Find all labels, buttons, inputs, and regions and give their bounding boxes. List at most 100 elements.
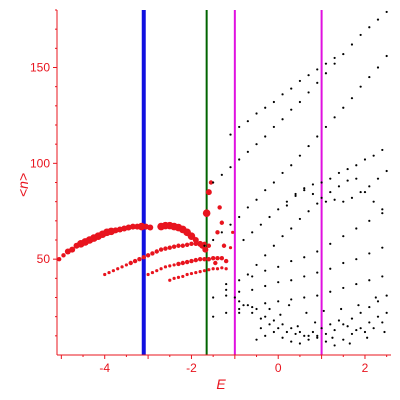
black-data-point [290,340,293,343]
black-data-point [225,311,228,314]
black-data-point [251,305,254,309]
red-data-point [189,258,194,264]
black-data-point [290,164,293,167]
red-data-point [197,256,203,262]
black-data-point [368,279,371,282]
black-data-point [246,120,249,123]
black-data-point [290,259,293,263]
red-data-point [192,237,199,243]
black-data-point [255,307,258,311]
black-data-point [372,154,375,157]
black-data-point [272,181,275,184]
black-data-point [348,342,351,345]
red-data-point [128,260,133,266]
red-data-point [141,255,146,260]
black-data-point [303,189,306,192]
black-data-point [259,327,262,330]
x-axis-ticks: -4 -2 0 2 [60,355,388,375]
red-data-point [147,224,154,231]
red-data-point [116,267,120,271]
black-data-point [350,332,354,336]
black-data-point [355,282,358,286]
black-data-point [307,91,310,94]
black-data-point [238,279,241,282]
black-data-point [255,338,258,341]
black-data-point [359,311,362,314]
red-data-point [129,223,136,230]
black-data-point [229,166,232,169]
black-data-point [329,267,332,270]
black-data-point [272,330,275,334]
red-data-point [61,253,66,258]
black-data-point [376,315,380,318]
red-data-point [202,256,207,262]
black-data-point [307,210,310,213]
black-data-point [238,215,241,219]
black-data-point [285,200,288,203]
black-data-point [381,212,384,215]
x-tick-label: 0 [275,361,282,375]
black-data-point [290,227,293,230]
black-data-point [272,100,275,104]
black-data-point [316,334,319,337]
black-data-point [298,100,302,104]
black-data-point [381,246,384,249]
black-data-point [238,311,241,314]
red-data-point [189,241,194,247]
red-data-point [132,258,138,264]
black-data-point [294,332,297,336]
red-data-point [228,246,233,250]
black-data-point [324,340,328,343]
black-data-point [316,336,319,339]
black-data-point [290,298,293,301]
black-data-point [363,158,367,161]
black-data-point [281,118,284,121]
red-data-point [137,256,142,262]
vertical-lines [141,10,323,355]
black-data-point [324,332,328,336]
black-data-point [307,338,310,341]
black-data-point [329,290,332,293]
black-data-point [342,323,345,326]
black-data-point [333,198,336,201]
red-data-point [205,189,212,196]
black-data-point [363,190,367,194]
red-data-point [219,256,225,261]
black-data-point [298,330,302,334]
black-data-point [385,294,388,297]
red-data-point [208,180,214,185]
black-data-point [307,74,310,77]
red-data-point [202,246,209,253]
red-data-point [206,256,212,262]
red-data-point [215,267,220,271]
black-data-point [357,304,360,307]
red-data-point [202,209,211,217]
black-data-point [251,288,254,291]
black-data-point [350,43,354,46]
black-data-point [281,93,284,96]
red-data-point [231,230,235,234]
black-data-point [333,328,336,332]
black-data-point [242,238,245,242]
black-data-point [368,75,371,79]
red-data-point [213,260,218,266]
x-axis-title: E [216,376,226,392]
red-data-point [193,257,199,263]
black-data-point [212,181,215,184]
black-data-point [287,304,291,307]
black-data-point [285,330,288,334]
red-data-point [154,249,159,254]
red-data-point [202,269,207,273]
black-data-point [303,256,306,259]
black-data-point [316,271,319,274]
black-data-point [368,219,371,222]
red-data-point [224,267,228,271]
black-data-point [368,252,371,255]
black-data-point [385,169,388,173]
red-data-point [103,272,107,277]
black-data-point [324,62,328,65]
red-data-point [193,241,199,247]
black-data-point [264,269,267,272]
black-data-point [316,68,319,71]
black-data-point [303,187,306,190]
